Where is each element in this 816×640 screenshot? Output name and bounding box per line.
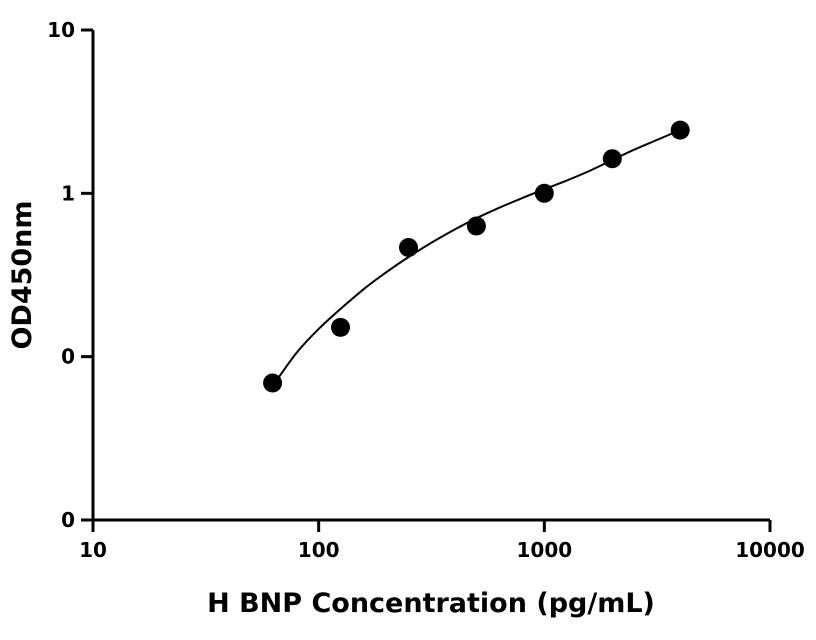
- x-ticks: 10 100 1000 10000: [79, 520, 805, 562]
- y-axis-title: OD450nm: [7, 200, 38, 349]
- data-point: [602, 149, 622, 169]
- x-axis-title: H BNP Concentration (pg/mL): [207, 588, 655, 619]
- data-point: [534, 183, 554, 203]
- fit-curve-line: [271, 129, 681, 387]
- axes: [91, 30, 770, 522]
- y-tick-label: 1: [61, 181, 75, 205]
- data-point: [670, 120, 690, 140]
- data-point: [331, 317, 350, 337]
- x-tick-label: 10: [79, 538, 107, 562]
- y-tick-label: 0: [61, 345, 75, 369]
- y-ticks: 0 0 1 10: [47, 18, 93, 532]
- data-point: [263, 373, 283, 393]
- x-tick-label: 100: [298, 538, 340, 562]
- x-tick-label: 1000: [516, 538, 572, 562]
- data-point: [466, 216, 486, 236]
- y-tick-label: 10: [47, 18, 75, 42]
- data-points: [263, 120, 690, 393]
- data-point: [399, 238, 418, 257]
- y-tick-label: 0: [61, 508, 75, 532]
- x-tick-label: 10000: [735, 538, 805, 562]
